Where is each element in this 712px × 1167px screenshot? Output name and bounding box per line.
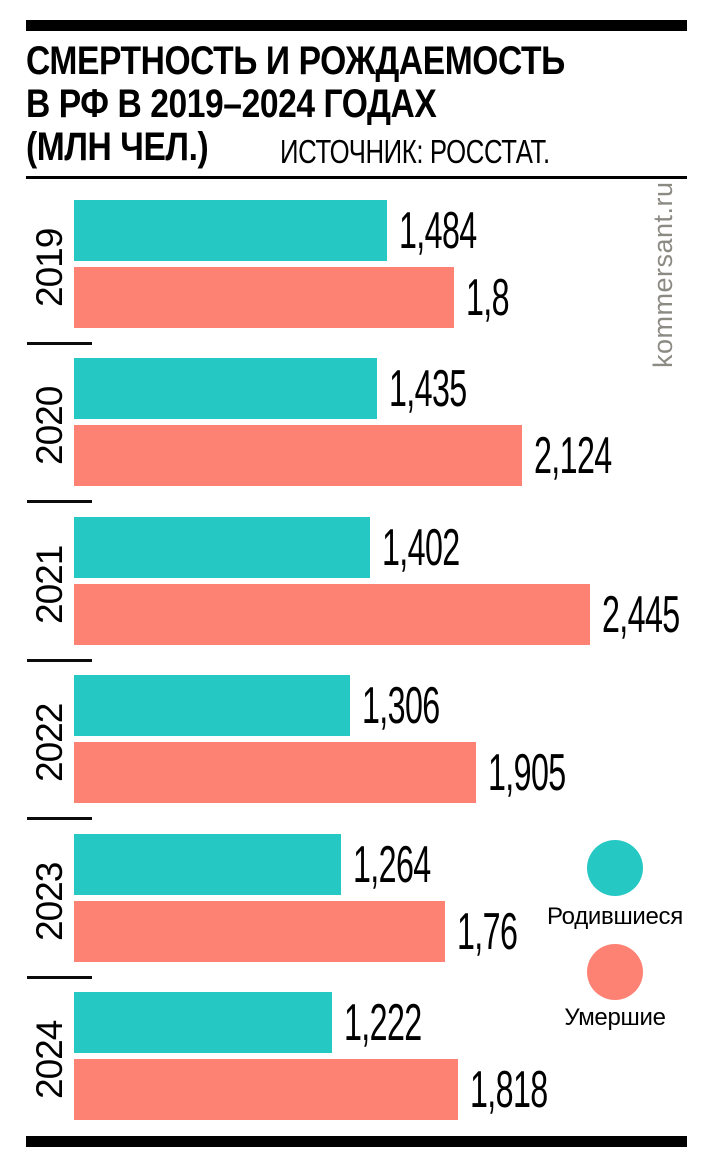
value-text-births-2021: 1,402 <box>382 518 460 577</box>
value-text-deaths-2024: 1,818 <box>470 1060 548 1119</box>
bar-births-2024 <box>74 992 332 1053</box>
year-label-2021: 2021 <box>29 545 70 625</box>
year-label-2020: 2020 <box>29 386 70 466</box>
bar-deaths-2021 <box>74 584 590 645</box>
bar-deaths-2023 <box>74 901 445 962</box>
legend-label-births: Родившиеся <box>547 903 683 930</box>
title-line-1: СМЕРТНОСТЬ И РОЖДАЕМОСТЬ <box>26 39 565 83</box>
bar-births-2022 <box>74 675 350 736</box>
value-label-deaths-2022: 1,905 <box>488 740 613 805</box>
bar-deaths-2024 <box>74 1059 458 1120</box>
value-text-births-2019: 1,484 <box>399 201 477 260</box>
bar-births-2023 <box>74 834 341 895</box>
year-label-2019: 2019 <box>29 228 70 308</box>
legend-swatch-deaths <box>587 944 643 1000</box>
bar-births-2020 <box>74 358 377 419</box>
value-label-deaths-2019: 1,8 <box>466 265 535 330</box>
bar-deaths-2022 <box>74 742 476 803</box>
legend-label-deaths: Умершие <box>564 1004 666 1031</box>
value-label-births-2021: 1,402 <box>382 515 507 580</box>
value-label-births-2023: 1,264 <box>353 832 478 897</box>
value-label-births-2020: 1,435 <box>389 356 514 421</box>
value-text-deaths-2019: 1,8 <box>466 268 510 327</box>
value-label-deaths-2020: 2,124 <box>534 423 659 488</box>
bottom-accent-bar <box>26 1136 687 1147</box>
value-label-births-2022: 1,306 <box>362 673 487 738</box>
year-label-2024: 2024 <box>29 1020 70 1100</box>
value-text-births-2024: 1,222 <box>344 993 422 1052</box>
bar-births-2021 <box>74 517 370 578</box>
bar-deaths-2019 <box>74 267 454 328</box>
year-divider-2022 <box>27 817 92 820</box>
value-text-deaths-2023: 1,76 <box>457 902 518 961</box>
page-title: СМЕРТНОСТЬ И РОЖДАЕМОСТЬ В РФ В 2019–202… <box>26 40 667 169</box>
year-divider-2020 <box>27 500 92 503</box>
year-divider-2023 <box>27 976 92 979</box>
bar-deaths-2020 <box>74 425 522 486</box>
title-line-3: (МЛН ЧЕЛ.) <box>26 125 209 169</box>
bar-births-2019 <box>74 200 387 261</box>
year-label-2022: 2022 <box>29 703 70 783</box>
year-divider-2021 <box>27 659 92 662</box>
value-text-deaths-2020: 2,124 <box>534 426 612 485</box>
year-divider-2019 <box>27 342 92 345</box>
legend-swatch-births <box>587 840 643 896</box>
value-label-deaths-2024: 1,818 <box>470 1057 595 1122</box>
value-text-births-2022: 1,306 <box>362 676 440 735</box>
value-text-deaths-2021: 2,445 <box>602 585 680 644</box>
value-label-deaths-2021: 2,445 <box>602 582 712 647</box>
value-label-deaths-2023: 1,76 <box>457 899 554 964</box>
value-label-births-2019: 1,484 <box>399 198 524 263</box>
source-label: ИСТОЧНИК: РОССТАТ. <box>280 133 550 170</box>
value-text-deaths-2022: 1,905 <box>488 743 566 802</box>
value-text-births-2023: 1,264 <box>353 835 431 894</box>
value-text-births-2020: 1,435 <box>389 359 467 418</box>
title-line-2: В РФ В 2019–2024 ГОДАХ <box>26 82 437 126</box>
top-accent-bar <box>26 20 687 31</box>
value-label-births-2024: 1,222 <box>344 990 469 1055</box>
year-label-2023: 2023 <box>29 862 70 942</box>
header-divider-rule <box>26 176 687 179</box>
